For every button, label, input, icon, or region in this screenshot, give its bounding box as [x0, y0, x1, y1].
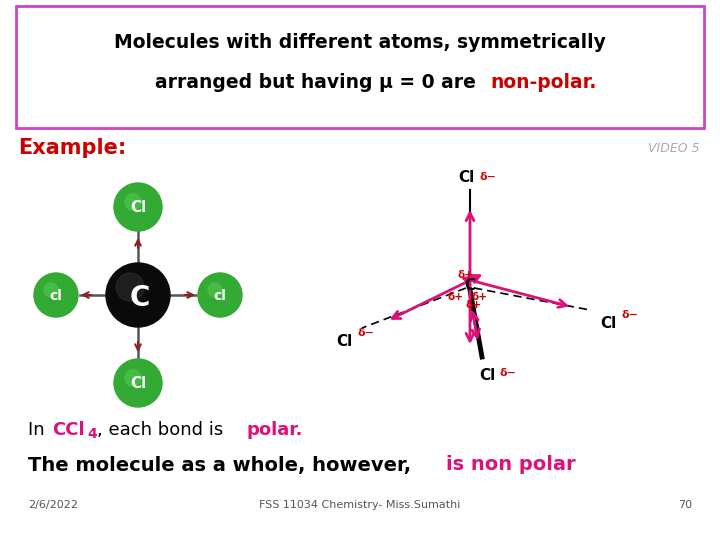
Circle shape: [114, 359, 162, 407]
Text: Cl: Cl: [130, 200, 146, 215]
Circle shape: [114, 183, 162, 231]
Text: Cl: Cl: [336, 334, 352, 348]
Text: δ+: δ+: [472, 292, 488, 302]
Text: VIDEO 5: VIDEO 5: [649, 141, 700, 154]
Text: The molecule as a whole, however,: The molecule as a whole, however,: [28, 456, 418, 475]
Text: cl: cl: [214, 289, 226, 303]
Text: non-polar.: non-polar.: [490, 72, 596, 91]
Text: δ−: δ−: [358, 328, 375, 338]
Text: cl: cl: [50, 289, 63, 303]
Text: C: C: [464, 278, 476, 293]
Text: Example:: Example:: [18, 138, 126, 158]
Text: 2/6/2022: 2/6/2022: [28, 500, 78, 510]
Text: δ−: δ−: [480, 172, 497, 182]
FancyBboxPatch shape: [16, 6, 704, 128]
Text: Cl: Cl: [600, 315, 616, 330]
Text: Molecules with different atoms, symmetrically: Molecules with different atoms, symmetri…: [114, 32, 606, 51]
Text: In: In: [28, 421, 50, 439]
Text: FSS 11034 Chemistry- Miss.Sumathi: FSS 11034 Chemistry- Miss.Sumathi: [259, 500, 461, 510]
Text: Cl: Cl: [479, 368, 495, 382]
Text: , each bond is: , each bond is: [97, 421, 229, 439]
Circle shape: [198, 273, 242, 317]
Circle shape: [208, 283, 222, 297]
Text: polar.: polar.: [247, 421, 303, 439]
Circle shape: [34, 273, 78, 317]
Text: 70: 70: [678, 500, 692, 510]
Text: δ+: δ+: [448, 292, 464, 302]
Text: δ+: δ+: [466, 300, 482, 310]
Circle shape: [44, 283, 58, 297]
Text: arranged but having μ = 0 are: arranged but having μ = 0 are: [155, 72, 482, 91]
Circle shape: [116, 273, 144, 301]
Circle shape: [106, 263, 170, 327]
Text: Cl: Cl: [130, 376, 146, 392]
Circle shape: [125, 194, 141, 210]
Text: Cl: Cl: [458, 170, 474, 185]
Text: C: C: [130, 284, 150, 312]
Circle shape: [125, 370, 141, 386]
Text: is non polar: is non polar: [446, 456, 575, 475]
Text: CCl: CCl: [52, 421, 85, 439]
Text: δ−: δ−: [622, 310, 639, 320]
Text: 4: 4: [87, 427, 96, 441]
Text: δ−: δ−: [499, 368, 516, 378]
Text: δ+: δ+: [458, 270, 474, 280]
